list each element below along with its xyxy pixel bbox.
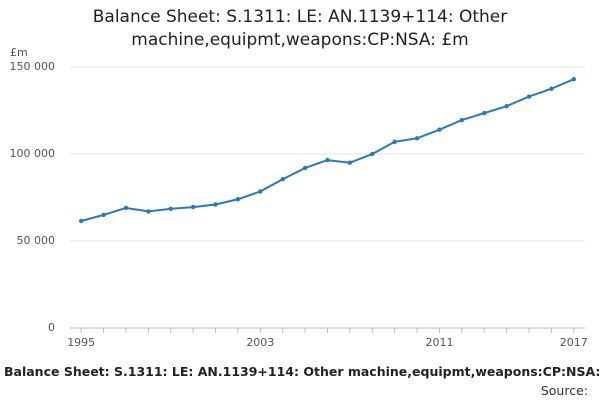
data-point <box>504 103 509 109</box>
x-tick-label: 2003 <box>246 336 274 349</box>
data-point <box>235 197 241 202</box>
data-point <box>549 86 554 91</box>
data-point <box>482 110 487 116</box>
source: Source: <box>540 383 588 398</box>
series-line <box>80 78 575 222</box>
data-point <box>571 76 577 82</box>
data-point <box>325 157 330 163</box>
y-tick-label: 50 000 <box>17 234 56 247</box>
data-point <box>168 206 173 212</box>
data-point <box>101 212 106 218</box>
x-tick-label: 2017 <box>560 336 588 349</box>
data-point <box>190 204 196 210</box>
data-point <box>258 189 263 194</box>
y-axis-label: £m <box>10 46 28 59</box>
data-point <box>392 139 397 145</box>
data-point <box>370 151 375 157</box>
x-tick-label: 1995 <box>67 336 95 349</box>
data-point <box>213 202 218 207</box>
chart: £m 0 50 000 100 000 150 000 1995 2003 2011 2017 <box>10 46 588 349</box>
y-tick-label: 150 000 <box>10 60 56 73</box>
chart-title: Balance Sheet: S.1311: LE: AN.1139+114: … <box>92 7 508 50</box>
data-point <box>78 218 84 224</box>
data-point <box>347 160 353 165</box>
y-tick-label: 100 000 <box>10 147 56 160</box>
data-point <box>526 94 532 99</box>
data-point <box>146 209 151 214</box>
y-tick-label: 0 <box>48 321 55 334</box>
x-tick-label: 2011 <box>425 336 453 349</box>
data-point <box>302 165 308 171</box>
data-point <box>280 177 285 182</box>
data-point <box>414 136 420 141</box>
data-point <box>123 205 129 211</box>
footer-title: Balance Sheet: S.1311: LE: AN.1139+114: … <box>4 364 600 379</box>
data-point <box>437 127 442 132</box>
data-point <box>459 117 465 123</box>
